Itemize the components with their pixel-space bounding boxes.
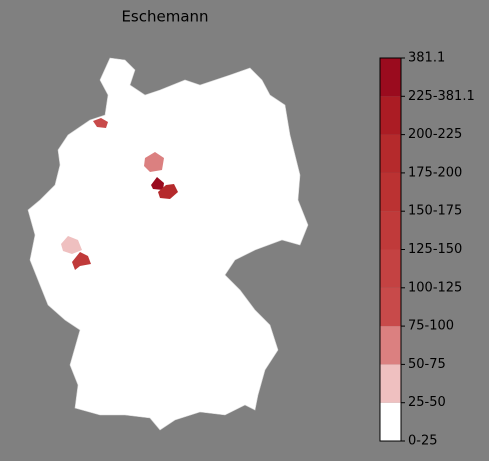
colorbar-label: 175-200 bbox=[408, 165, 462, 180]
colorbar-label: 381.1 bbox=[408, 51, 445, 66]
map-title: Eschemann bbox=[121, 8, 208, 26]
colorbar-segment bbox=[380, 58, 401, 97]
region bbox=[144, 152, 164, 172]
colorbar-label: 100-125 bbox=[408, 280, 462, 295]
country-outline bbox=[27, 57, 309, 431]
colorbar-segment bbox=[380, 287, 401, 327]
colorbar-segment bbox=[380, 134, 401, 173]
colorbar-segment bbox=[380, 249, 401, 288]
colorbar-label: 150-175 bbox=[408, 204, 462, 219]
colorbar-label: 50-75 bbox=[408, 357, 446, 372]
colorbar-label: 200-225 bbox=[408, 127, 462, 142]
colorbar-segment bbox=[380, 96, 401, 135]
region bbox=[72, 252, 91, 270]
colorbar-segment bbox=[380, 172, 401, 212]
region bbox=[158, 184, 178, 199]
region bbox=[93, 118, 108, 128]
region bbox=[151, 177, 164, 190]
colorbar-segment bbox=[380, 326, 401, 365]
colorbar-segment bbox=[380, 211, 401, 250]
colorbar-label: 125-150 bbox=[408, 242, 462, 257]
colorbar-segment bbox=[380, 402, 401, 441]
germany-map bbox=[27, 57, 309, 431]
colorbar-label: 75-100 bbox=[408, 319, 454, 334]
colorbar-label: 25-50 bbox=[408, 395, 446, 410]
colorbar-label: 0-25 bbox=[408, 434, 438, 449]
region bbox=[61, 236, 82, 254]
colorbar-frame bbox=[379, 57, 402, 442]
colorbar-segment bbox=[380, 364, 401, 403]
colorbar: 0-25 25-50 50-75 75-100 100-125 125-150 150-17… bbox=[380, 51, 475, 449]
colorbar-label: 225-381.1 bbox=[408, 89, 475, 104]
